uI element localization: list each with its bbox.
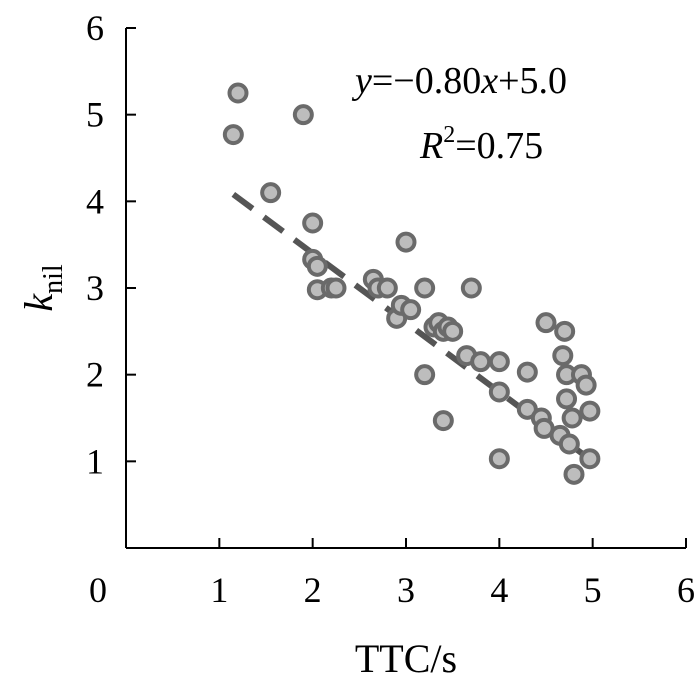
y-tick-label-2: 2 <box>86 355 104 395</box>
data-point <box>306 255 328 277</box>
data-point <box>222 124 244 146</box>
data-point <box>470 351 492 373</box>
x-tick-label-2: 2 <box>304 570 322 610</box>
y-tick-label-4: 4 <box>86 181 104 221</box>
equation-slope: =−0.80 <box>372 60 481 102</box>
points-group <box>222 82 601 485</box>
tick-group: 0 1 2 3 4 5 6 1 2 3 4 5 6 <box>86 8 695 610</box>
data-point <box>488 381 510 403</box>
y-axis-label-main: k <box>16 293 61 312</box>
regression-equation: y=−0.80x+5.0 <box>351 60 567 102</box>
data-point <box>395 231 417 253</box>
y-tick-label-1: 1 <box>86 441 104 481</box>
x-axis-label: TTC/s <box>355 636 457 681</box>
y-tick-label-3: 3 <box>86 268 104 308</box>
data-point <box>376 277 398 299</box>
data-point <box>488 351 510 373</box>
y-tick-label-5: 5 <box>86 95 104 135</box>
x-tick-label-3: 3 <box>397 570 415 610</box>
y-axis-label-sub: nil <box>38 264 69 294</box>
data-point <box>414 277 436 299</box>
data-point <box>579 448 601 470</box>
r2-superscript: 2 <box>443 122 455 148</box>
equation-x: x <box>480 60 498 102</box>
equation-y: y <box>351 60 372 102</box>
data-point <box>579 400 601 422</box>
data-point <box>488 448 510 470</box>
data-point <box>227 82 249 104</box>
data-point <box>302 212 324 234</box>
data-point <box>460 277 482 299</box>
data-point <box>260 182 282 204</box>
data-point <box>414 364 436 386</box>
data-point <box>292 104 314 126</box>
data-point <box>558 433 580 455</box>
data-point <box>432 410 454 432</box>
y-tick-label-6: 6 <box>86 8 104 48</box>
x-tick-label-4: 4 <box>490 570 508 610</box>
r-squared-annotation: R2=0.75 <box>419 122 543 167</box>
data-point <box>400 299 422 321</box>
data-point <box>442 320 464 342</box>
data-point <box>325 277 347 299</box>
data-point <box>552 345 574 367</box>
data-point <box>561 407 583 429</box>
equation-intercept: +5.0 <box>498 60 567 102</box>
data-point <box>556 388 578 410</box>
x-tick-label-0: 0 <box>89 570 107 610</box>
data-point <box>554 320 576 342</box>
x-tick-label-5: 5 <box>584 570 602 610</box>
data-point <box>535 312 557 334</box>
svg-text:knil: knil <box>16 264 69 312</box>
r2-symbol: R <box>419 125 443 167</box>
data-point <box>575 374 597 396</box>
x-tick-label-6: 6 <box>677 570 695 610</box>
r2-value: =0.75 <box>455 125 543 167</box>
data-point <box>516 361 538 383</box>
y-axis-label: knil <box>16 264 69 312</box>
x-tick-label-1: 1 <box>210 570 228 610</box>
data-point <box>563 463 585 485</box>
